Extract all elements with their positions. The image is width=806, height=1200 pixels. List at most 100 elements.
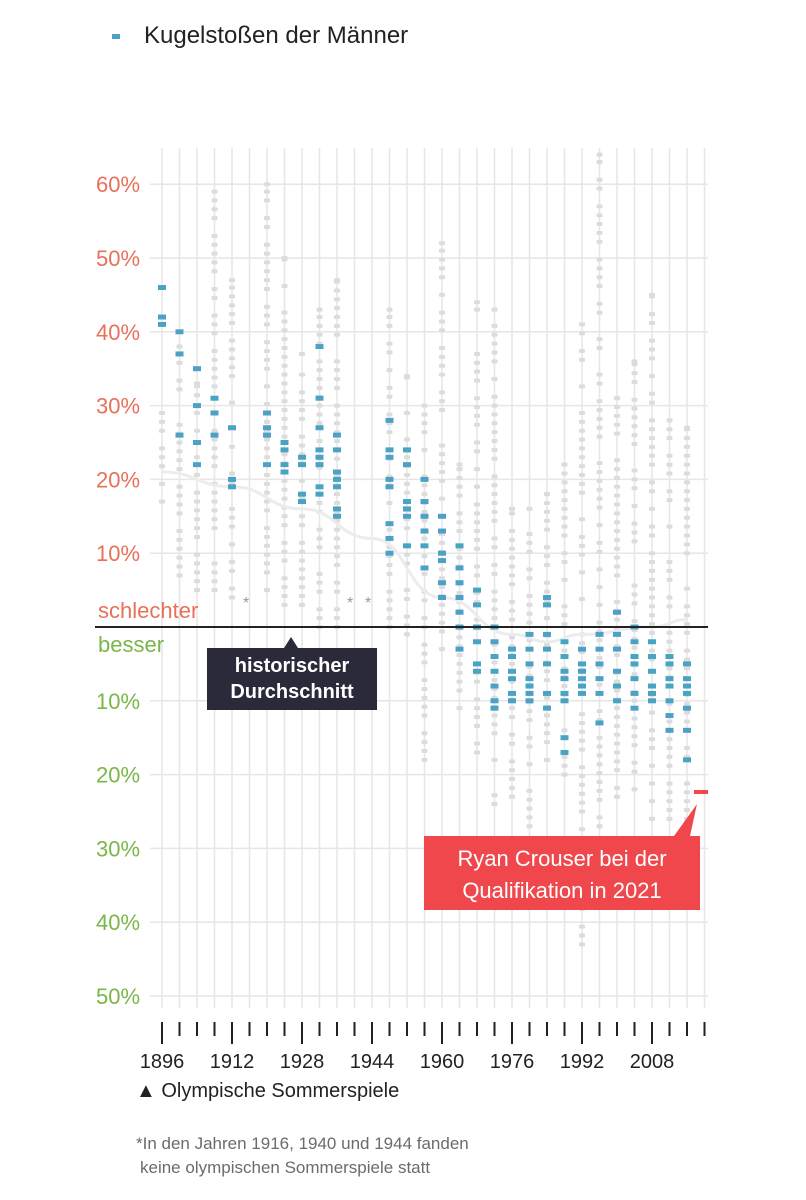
field-dot bbox=[631, 477, 638, 482]
field-dot bbox=[509, 635, 515, 640]
field-dot bbox=[264, 313, 270, 318]
field-dot bbox=[229, 444, 235, 449]
field-dot bbox=[194, 588, 200, 593]
field-dot bbox=[509, 506, 515, 511]
medalist-mark bbox=[630, 654, 639, 660]
field-dot bbox=[614, 794, 620, 799]
field-dot bbox=[334, 403, 340, 408]
field-dot bbox=[666, 453, 673, 458]
medalist-mark bbox=[613, 646, 621, 652]
field-dot bbox=[264, 561, 270, 566]
field-dot bbox=[631, 503, 638, 508]
field-dot bbox=[666, 604, 673, 609]
field-dot bbox=[491, 518, 498, 523]
field-dot bbox=[684, 808, 690, 813]
field-dot bbox=[229, 356, 235, 361]
field-dot bbox=[334, 278, 340, 283]
field-dot bbox=[596, 682, 603, 687]
field-dot bbox=[474, 360, 480, 365]
field-dot bbox=[439, 452, 445, 457]
field-dot bbox=[299, 514, 305, 519]
medalist-mark bbox=[525, 690, 534, 696]
field-dot bbox=[631, 433, 638, 438]
field-dot bbox=[474, 413, 480, 418]
field-dot bbox=[211, 348, 218, 353]
field-dot bbox=[491, 307, 498, 312]
medalist-mark bbox=[473, 661, 481, 667]
field-dot bbox=[561, 515, 568, 520]
field-dot bbox=[614, 537, 620, 542]
field-dot bbox=[526, 762, 533, 767]
field-dot bbox=[579, 552, 585, 557]
field-dot bbox=[421, 483, 428, 488]
field-dot bbox=[176, 484, 183, 489]
field-dot bbox=[526, 540, 533, 545]
field-dot bbox=[684, 425, 690, 430]
field-dot bbox=[194, 490, 200, 495]
field-dot bbox=[666, 639, 673, 644]
medalist-mark bbox=[683, 683, 691, 689]
field-dot bbox=[631, 406, 638, 411]
field-dot bbox=[631, 787, 638, 792]
field-dot bbox=[316, 421, 323, 426]
field-dot bbox=[666, 630, 673, 635]
field-dot bbox=[631, 645, 638, 650]
field-dot bbox=[649, 347, 655, 352]
field-dot bbox=[544, 731, 550, 736]
field-dot bbox=[544, 757, 550, 762]
field-dot bbox=[491, 678, 498, 683]
field-dot bbox=[211, 570, 218, 575]
medalist-mark bbox=[525, 631, 534, 637]
medalist-mark bbox=[683, 727, 691, 733]
field-dot bbox=[561, 480, 568, 485]
field-dot bbox=[299, 416, 305, 421]
field-dot bbox=[596, 478, 603, 483]
field-dot bbox=[474, 529, 480, 534]
medalist-mark bbox=[158, 321, 166, 327]
field-dot bbox=[316, 580, 323, 585]
field-dot bbox=[596, 461, 603, 466]
field-dot bbox=[159, 428, 165, 433]
medalist-mark bbox=[525, 683, 534, 689]
field-dot bbox=[561, 471, 568, 476]
field-dot bbox=[281, 399, 288, 404]
field-dot bbox=[211, 207, 218, 212]
field-dot bbox=[439, 372, 445, 377]
field-dot bbox=[649, 568, 655, 573]
field-dot bbox=[176, 387, 183, 392]
no-games-asterisk-1940: * bbox=[347, 595, 353, 612]
field-dot bbox=[421, 651, 428, 656]
field-dot bbox=[264, 384, 270, 389]
medalist-mark bbox=[455, 543, 464, 549]
field-dot bbox=[579, 809, 585, 814]
field-dot bbox=[631, 743, 638, 748]
field-dot bbox=[456, 688, 463, 693]
field-dot bbox=[334, 545, 340, 550]
field-dot bbox=[579, 641, 585, 646]
field-dot bbox=[649, 506, 655, 511]
medalist-mark bbox=[333, 484, 341, 490]
field-dot bbox=[666, 498, 673, 503]
field-dot bbox=[176, 573, 183, 578]
field-dot bbox=[281, 284, 288, 289]
field-dot bbox=[579, 322, 585, 327]
field-dot bbox=[439, 310, 445, 315]
field-dot bbox=[631, 672, 638, 677]
field-dot bbox=[666, 436, 673, 441]
medalist-mark bbox=[263, 462, 271, 468]
medalist-mark bbox=[595, 631, 604, 637]
field-dot bbox=[421, 554, 428, 559]
medalist-mark bbox=[525, 676, 534, 682]
field-dot bbox=[666, 560, 673, 565]
field-dot bbox=[439, 461, 445, 466]
field-dot bbox=[386, 315, 393, 320]
field-dot bbox=[229, 278, 235, 283]
medalist-mark bbox=[613, 631, 621, 637]
field-dot bbox=[684, 719, 690, 724]
field-dot bbox=[649, 320, 655, 325]
field-dot bbox=[211, 189, 218, 194]
y-tick-label: 30% bbox=[96, 836, 140, 861]
field-dot bbox=[334, 368, 340, 373]
medalist-mark bbox=[683, 676, 691, 682]
field-dot bbox=[334, 580, 340, 585]
